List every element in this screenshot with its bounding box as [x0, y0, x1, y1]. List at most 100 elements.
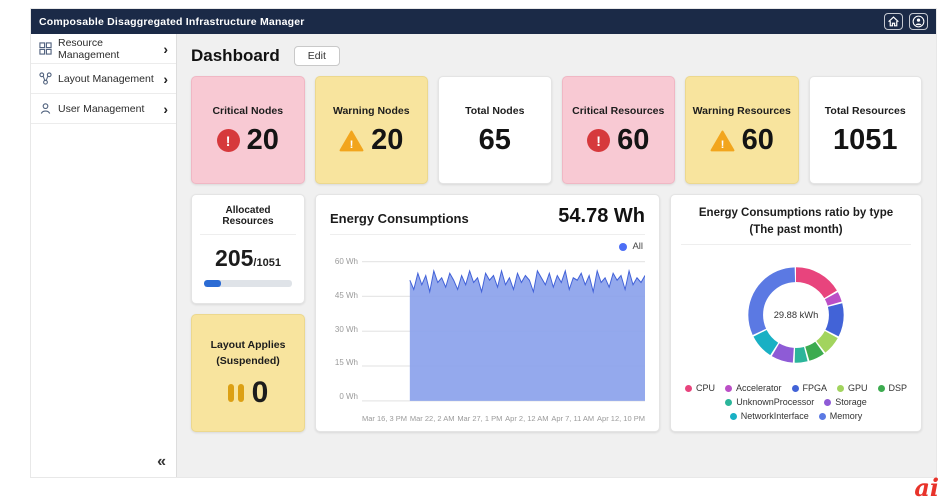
network-icon: [39, 72, 52, 85]
allocated-progress-fill: [204, 280, 221, 287]
legend-dot: [730, 413, 737, 420]
warning-icon: !: [710, 130, 735, 152]
app-title: Composable Disaggregated Infrastructure …: [39, 16, 305, 28]
legend-dot: [837, 385, 844, 392]
stat-card-warning-resources: Warning Resources ! 60: [685, 76, 799, 184]
legend-label: UnknownProcessor: [736, 397, 814, 407]
sidebar-item-user-management[interactable]: User Management ›: [31, 94, 176, 124]
stat-value: 20: [247, 126, 279, 155]
legend-dot: [725, 385, 732, 392]
energy-current-value: 54.78 Wh: [558, 205, 645, 228]
legend-dot: [878, 385, 885, 392]
stat-card-warning-nodes: Warning Nodes ! 20: [315, 76, 429, 184]
legend-item: CPU: [685, 383, 715, 393]
legend-item: Storage: [824, 397, 867, 407]
legend-dot: [685, 385, 692, 392]
layout-applies-card: Layout Applies (Suspended) 0: [191, 314, 305, 432]
stat-label: Warning Resources: [693, 105, 791, 117]
sidebar-item-label: User Management: [58, 103, 157, 115]
legend-dot-all: [619, 243, 627, 251]
edit-button[interactable]: Edit: [294, 46, 340, 66]
stat-value: 65: [479, 126, 511, 155]
page-title: Dashboard: [191, 46, 280, 66]
chevron-right-icon: ›: [163, 42, 168, 56]
app-bar: Composable Disaggregated Infrastructure …: [31, 9, 936, 34]
y-axis-labels: 60 Wh 45 Wh 30 Wh 15 Wh 0 Wh: [330, 254, 362, 411]
legend-label: Storage: [835, 397, 867, 407]
legend-item: FPGA: [792, 383, 828, 393]
watermark-logo: ai: [914, 476, 939, 500]
energy-consumptions-card: Energy Consumptions 54.78 Wh All 60 Wh 4…: [315, 194, 660, 432]
chevron-right-icon: ›: [163, 102, 168, 116]
legend-label: Accelerator: [736, 383, 782, 393]
allocated-label: Allocated Resources: [200, 205, 296, 235]
legend-dot: [792, 385, 799, 392]
critical-icon: !: [587, 129, 610, 152]
account-button[interactable]: [909, 13, 928, 30]
app-window: Composable Disaggregated Infrastructure …: [30, 8, 937, 478]
user-icon: [912, 15, 925, 28]
stat-card-total-nodes: Total Nodes 65: [438, 76, 552, 184]
stat-value: 60: [617, 126, 649, 155]
legend-item: DSP: [878, 383, 908, 393]
chevron-right-icon: ›: [163, 72, 168, 86]
progress-bar: [204, 280, 292, 287]
legend-item: Memory: [819, 411, 863, 421]
donut-chart-title: Energy Consumptions ratio by type (The p…: [699, 205, 893, 238]
stat-value: 1051: [833, 126, 898, 155]
allocated-resources-card: Allocated Resources 205 /1051: [191, 194, 305, 304]
legend-item: Accelerator: [725, 383, 782, 393]
donut-legend: CPU Accelerator FPGA GPU DSP UnknownProcessor…: [681, 383, 911, 423]
legend-item: GPU: [837, 383, 868, 393]
legend-item: UnknownProcessor: [725, 397, 814, 407]
stats-row: Critical Nodes ! 20 Warning Nodes ! 20: [191, 76, 922, 184]
donut-center-label: 29.88 kWh: [774, 310, 819, 320]
warning-icon: !: [339, 130, 364, 152]
stat-card-total-resources: Total Resources 1051: [809, 76, 923, 184]
person-icon: [39, 102, 52, 115]
legend-label: FPGA: [803, 383, 828, 393]
stat-card-critical-resources: Critical Resources ! 60: [562, 76, 676, 184]
energy-chart-plot: [362, 254, 645, 411]
legend-label: CPU: [696, 383, 715, 393]
stat-label: Warning Nodes: [333, 105, 410, 117]
layout-applies-value: 0: [252, 378, 269, 408]
legend-label: GPU: [848, 383, 868, 393]
legend-label: DSP: [889, 383, 908, 393]
allocated-total: /1051: [253, 257, 281, 269]
donut-chart: 29.88 kWh: [737, 247, 855, 383]
sidebar-item-layout-management[interactable]: Layout Management ›: [31, 64, 176, 94]
sidebar: Resource Management › Layout Management …: [31, 34, 177, 477]
home-button[interactable]: [884, 13, 903, 30]
sidebar-item-resource-management[interactable]: Resource Management ›: [31, 34, 176, 64]
energy-legend: All: [332, 241, 643, 252]
legend-label: Memory: [830, 411, 863, 421]
legend-label-all: All: [632, 241, 643, 252]
svg-text:!: !: [720, 138, 724, 150]
stat-value: 60: [742, 126, 774, 155]
sidebar-item-label: Layout Management: [58, 73, 157, 85]
sidebar-collapse-button[interactable]: «: [157, 453, 166, 471]
energy-chart-title: Energy Consumptions: [330, 205, 469, 226]
x-axis-labels: Mar 16, 3 PM Mar 22, 2 AM Mar 27, 1 PM A…: [330, 411, 645, 423]
allocated-value: 205: [215, 245, 253, 272]
energy-ratio-card: Energy Consumptions ratio by type (The p…: [670, 194, 922, 432]
stat-card-critical-nodes: Critical Nodes ! 20: [191, 76, 305, 184]
grid-icon: [39, 42, 52, 55]
main-content: Dashboard Edit Critical Nodes ! 20 Warni…: [177, 34, 936, 477]
stat-value: 20: [371, 126, 403, 155]
legend-dot: [725, 399, 732, 406]
stat-label: Critical Nodes: [212, 105, 283, 117]
legend-dot: [819, 413, 826, 420]
stat-label: Total Resources: [825, 105, 906, 117]
legend-item: NetworkInterface: [730, 411, 809, 421]
sidebar-item-label: Resource Management: [58, 37, 157, 61]
legend-label: NetworkInterface: [741, 411, 809, 421]
layout-applies-label: Layout Applies (Suspended): [211, 338, 286, 370]
svg-text:!: !: [350, 138, 354, 150]
pause-icon: [228, 384, 244, 402]
critical-icon: !: [217, 129, 240, 152]
legend-dot: [824, 399, 831, 406]
stat-label: Critical Resources: [572, 105, 664, 117]
home-icon: [887, 15, 900, 28]
